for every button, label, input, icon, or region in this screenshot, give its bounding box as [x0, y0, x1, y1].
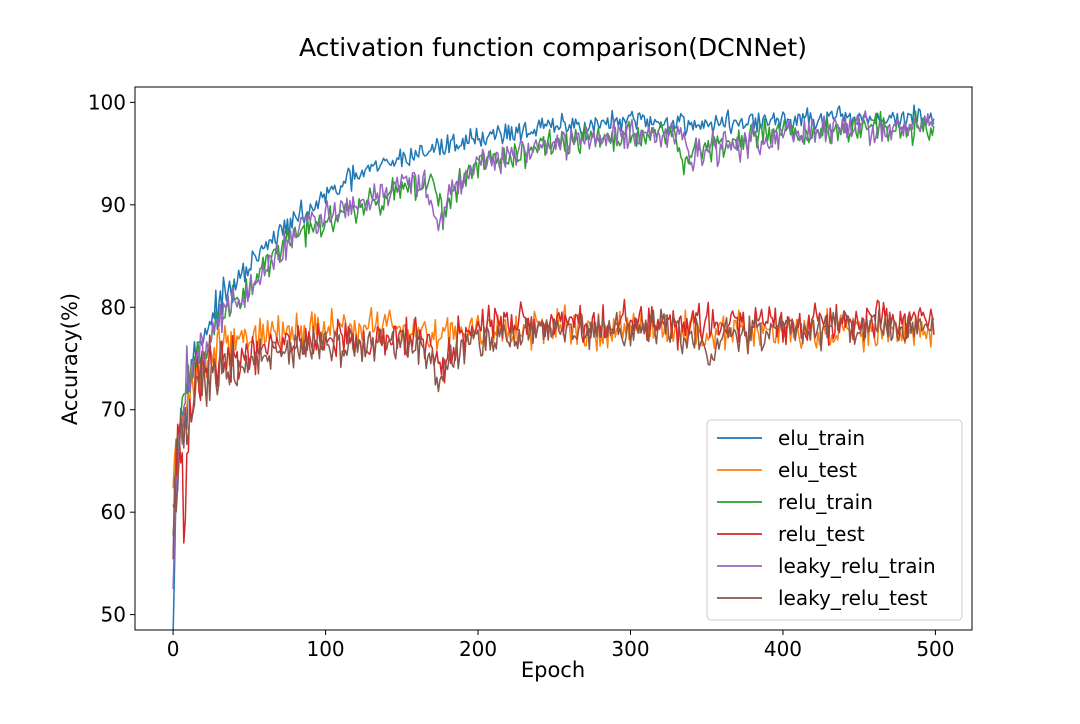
series-line-relu-train — [172, 110, 935, 536]
legend-label-relu-test: relu_test — [778, 522, 865, 546]
legend-label-elu-test: elu_test — [778, 458, 857, 482]
y-tick-label: 100 — [88, 90, 126, 114]
y-tick-label: 50 — [101, 603, 126, 627]
x-axis-label: Epoch — [521, 658, 585, 682]
x-tick-label: 100 — [306, 637, 344, 661]
x-tick-label: 300 — [611, 637, 649, 661]
series-line-leaky-relu-test — [172, 308, 935, 560]
legend: elu_train elu_test relu_train relu_testleak… — [706, 419, 963, 621]
x-tick-label: 500 — [916, 637, 954, 661]
legend-label-elu-train: elu_train — [778, 426, 865, 450]
y-tick-label: 60 — [101, 500, 126, 524]
legend-label-leaky-relu-test: leaky_relu_test — [778, 586, 928, 610]
legend-label-leaky-relu-train: leaky_relu_train — [778, 554, 936, 578]
x-tick-label: 400 — [764, 637, 802, 661]
legend-box — [706, 419, 963, 621]
y-tick-label: 90 — [101, 193, 126, 217]
y-tick-label: 70 — [101, 398, 126, 422]
chart-title: Activation function comparison(DCNNet) — [299, 33, 807, 62]
x-tick-label: 200 — [459, 637, 497, 661]
y-axis-label: Accuracy(%) — [58, 293, 82, 425]
series-line-elu-train — [172, 104, 935, 630]
plot-area: 0 100 200 300 400 500 50 60 70 80 90 100 — [88, 86, 973, 661]
x-tick-label: 0 — [167, 637, 180, 661]
y-tick-label: 80 — [101, 295, 126, 319]
legend-label-relu-train: relu_train — [778, 490, 873, 514]
series-line-leaky-relu-train — [172, 110, 935, 589]
plot-frame — [134, 86, 973, 631]
